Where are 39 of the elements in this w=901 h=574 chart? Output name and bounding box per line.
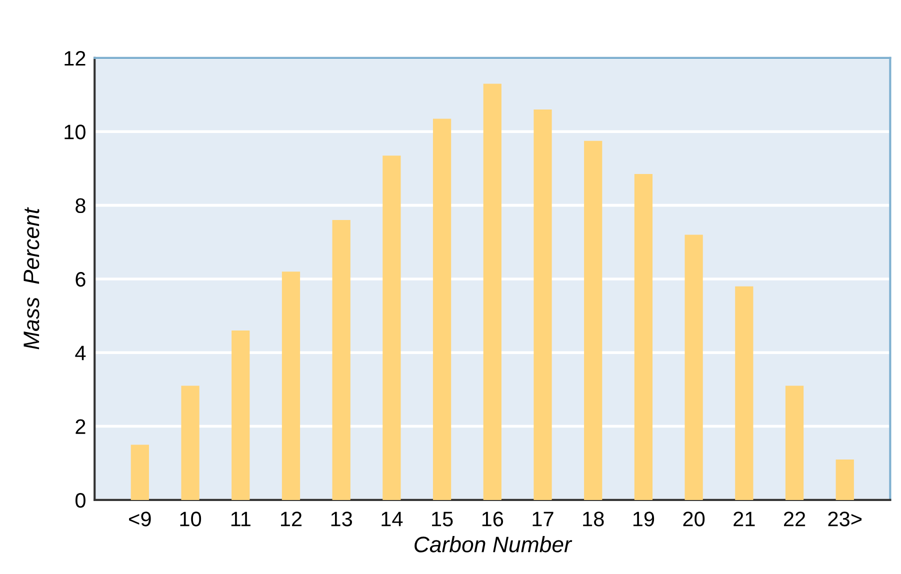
x-tick-label: 13 — [331, 512, 352, 526]
bar — [836, 459, 854, 500]
x-tick-label: 12 — [280, 512, 302, 526]
bar — [382, 156, 401, 500]
x-axis-title: Carbon Number — [414, 536, 572, 552]
x-tick-label: 11 — [231, 512, 250, 526]
bar — [634, 174, 653, 500]
x-tick-label: 18 — [583, 512, 604, 526]
bar — [483, 84, 502, 500]
x-tick-label: 14 — [382, 512, 403, 526]
bar — [684, 234, 703, 500]
x-tick-label: <9 — [129, 512, 151, 526]
x-tick-label: 20 — [683, 512, 705, 526]
y-tick-label: 6 — [76, 272, 86, 287]
y-tick-label: 0 — [76, 492, 86, 508]
x-tick-label: 21 — [734, 512, 755, 526]
bar — [232, 330, 250, 500]
y-axis-title: Mass Percent — [24, 207, 40, 350]
x-tick-label: 23> — [828, 512, 862, 526]
y-tick-label: 8 — [76, 198, 86, 214]
bar — [785, 386, 804, 500]
bar — [282, 272, 300, 500]
bar — [181, 386, 200, 500]
bar — [735, 286, 754, 500]
bar — [584, 140, 602, 500]
y-tick-label: 10 — [64, 124, 86, 140]
y-tick-label: 2 — [76, 419, 86, 434]
x-tick-label: 10 — [180, 512, 202, 526]
y-tick-label: 4 — [75, 346, 86, 360]
x-tick-label: 19 — [633, 512, 654, 526]
bar — [432, 118, 452, 500]
bar — [332, 220, 350, 500]
x-tick-label: 16 — [482, 512, 504, 526]
x-tick-label: 17 — [532, 512, 554, 526]
x-tick-label: 15 — [432, 512, 453, 526]
x-tick-label: 22 — [784, 512, 806, 526]
bar — [534, 110, 552, 500]
bar — [130, 444, 149, 500]
y-tick-label: 12 — [64, 50, 86, 66]
